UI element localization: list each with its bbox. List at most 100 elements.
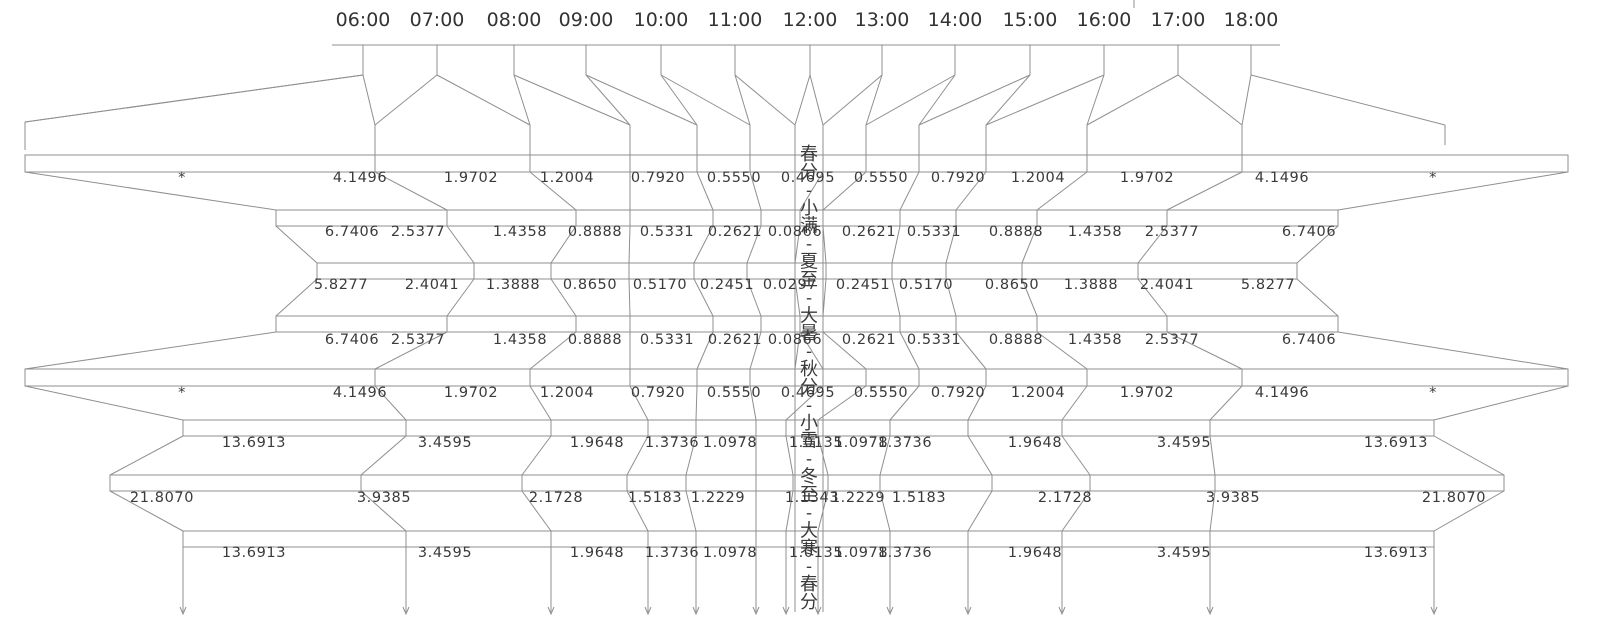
solar-term-char: -	[806, 287, 812, 308]
cell-value: 1.5183	[892, 490, 946, 506]
hour-label: 18:00	[1224, 9, 1279, 31]
row-connector	[693, 278, 714, 317]
cell-value: 0.8888	[568, 224, 622, 240]
cell-value: 0.5550	[854, 385, 908, 401]
cell-value: 0.5550	[707, 385, 761, 401]
solar-term-char: -	[806, 449, 812, 470]
down-arrow-head	[964, 606, 972, 616]
guide-line	[1177, 74, 1243, 126]
down-arrow-head	[179, 606, 187, 616]
cell-value: 1.0978	[703, 545, 757, 561]
row-connector	[24, 331, 277, 370]
row-connector	[24, 385, 184, 421]
cell-value: 0.2451	[836, 277, 890, 293]
cell-value: 0.2621	[842, 332, 896, 348]
cell-value: 21.8070	[1422, 490, 1486, 506]
cell-value: 0.5550	[854, 170, 908, 186]
row-connector	[360, 490, 407, 532]
cell-value: 4.1496	[333, 170, 387, 186]
row-connector	[1337, 331, 1569, 370]
guide-line	[865, 74, 956, 126]
row-connector	[1296, 278, 1339, 317]
cell-value: 2.4041	[405, 277, 459, 293]
guide-line	[585, 74, 698, 126]
guide-line	[362, 74, 376, 126]
cell-value: 1.9648	[570, 545, 624, 561]
cell-value: 2.4041	[1140, 277, 1194, 293]
row-connector	[746, 225, 762, 264]
cell-value: 5.8277	[314, 277, 368, 293]
row-connector	[899, 171, 920, 211]
cell-value: 0.4695	[781, 385, 835, 401]
row-connector	[1209, 385, 1243, 421]
guide-line	[513, 74, 531, 126]
guide-line	[513, 74, 631, 126]
guide-line	[918, 74, 1031, 126]
row-connector	[899, 331, 920, 370]
down-arrow-head	[1206, 606, 1214, 616]
row-connector	[799, 171, 824, 211]
row-connector	[1021, 225, 1038, 264]
row-connector	[1209, 490, 1216, 532]
cell-value: 3.4595	[418, 435, 472, 451]
cell-value: 1.9702	[444, 170, 498, 186]
row-connector	[1061, 385, 1088, 421]
guide-line	[1086, 74, 1105, 126]
cell-value: 1.0978	[703, 435, 757, 451]
guide-line	[809, 74, 824, 126]
row-connector	[1166, 171, 1243, 211]
guide-line	[660, 74, 698, 126]
guide-line	[794, 74, 811, 126]
row-connector	[1137, 225, 1168, 264]
solar-term-char: 夏	[800, 252, 818, 273]
cell-value: 1.0135	[789, 435, 843, 451]
row-connector	[695, 385, 698, 421]
cell-value: 0.5331	[907, 332, 961, 348]
row-connector	[817, 490, 829, 532]
down-arrow-head	[547, 606, 555, 616]
row-connector	[696, 171, 714, 211]
row-connector	[1296, 225, 1339, 264]
down-arrow-head	[1430, 606, 1438, 616]
cell-value: 1.9648	[1008, 435, 1062, 451]
row-connector	[785, 435, 794, 476]
guide-line	[985, 74, 1031, 126]
solar-term-char: 秋	[800, 359, 818, 380]
row-connector	[529, 171, 577, 211]
cell-value: 1.1343	[785, 490, 839, 506]
cell-value: 1.0978	[834, 545, 888, 561]
cell-value: 0.0866	[768, 224, 822, 240]
row-connector	[1433, 435, 1505, 476]
guide-line	[734, 74, 751, 126]
cell-value: 0.0866	[768, 332, 822, 348]
cell-value: 0.8888	[989, 332, 1043, 348]
hour-label: 15:00	[1003, 9, 1058, 31]
cell-value: 1.3736	[645, 545, 699, 561]
row-connector	[749, 385, 757, 421]
solar-term-char: -	[806, 180, 812, 201]
cell-value: 0.5550	[707, 170, 761, 186]
row-connector	[1036, 171, 1088, 211]
cell-value: 1.4358	[493, 332, 547, 348]
solar-term-char: 小	[800, 198, 818, 219]
row-connector	[822, 278, 827, 317]
row-connector	[1433, 385, 1569, 421]
cell-value: 0.8888	[568, 332, 622, 348]
row-connector	[794, 331, 801, 370]
down-arrow-head	[782, 606, 790, 616]
hour-label: 06:00	[336, 9, 391, 31]
row-connector	[822, 331, 867, 370]
solar-term-char: -	[806, 341, 812, 362]
solar-term-char: -	[806, 395, 812, 416]
solar-term-char: 春	[800, 574, 818, 595]
hour-label: 14:00	[928, 9, 983, 31]
cell-value: 0.7920	[931, 385, 985, 401]
cell-value: 5.8277	[1241, 277, 1295, 293]
solar-term-char: 至	[800, 484, 818, 505]
row-connector	[521, 490, 552, 532]
row-connector	[1061, 490, 1091, 532]
row-frames	[24, 154, 1569, 548]
cell-value: 6.7406	[325, 224, 379, 240]
cell-value: 0.0297	[763, 277, 817, 293]
hour-label: 12:00	[783, 9, 838, 31]
